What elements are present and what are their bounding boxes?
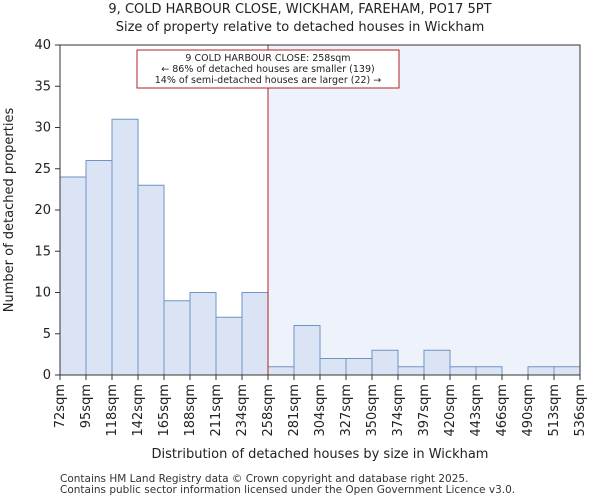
annotation-box: [136, 49, 400, 89]
x-tick-label: 374sqm: [391, 384, 406, 437]
histogram-bar: [397, 366, 425, 376]
histogram-bar: [163, 300, 191, 376]
histogram-bar: [111, 118, 139, 376]
chart-subtitle: Size of property relative to detached ho…: [115, 20, 485, 35]
shaded-region: [268, 45, 580, 375]
x-tick-label: 281sqm: [287, 384, 302, 437]
histogram-bar: [241, 292, 269, 376]
y-tick-label: 10: [34, 286, 51, 301]
x-tick-label: 72sqm: [53, 384, 68, 428]
histogram-bar: [215, 316, 243, 376]
x-tick-label: 304sqm: [313, 384, 328, 437]
y-tick-label: 30: [34, 121, 51, 136]
histogram-bar: [345, 358, 373, 376]
y-tick-label: 0: [43, 368, 51, 383]
y-tick-label: 20: [34, 203, 51, 218]
histogram-bar: [85, 160, 113, 376]
footer-line-1: Contains HM Land Registry data © Crown c…: [60, 473, 469, 485]
x-tick-label: 234sqm: [235, 384, 250, 437]
y-tick-label: 15: [34, 244, 51, 259]
x-tick-label: 258sqm: [261, 384, 276, 437]
x-tick-label: 142sqm: [131, 384, 146, 437]
histogram-bar: [423, 349, 451, 376]
x-tick-label: 211sqm: [209, 384, 224, 437]
histogram-bar: [553, 366, 581, 376]
histogram-bar: [371, 349, 399, 376]
footer-line-2: Contains public sector information licen…: [60, 484, 516, 496]
histogram-bar: [267, 366, 295, 376]
y-tick-label: 25: [34, 162, 51, 177]
histogram-bar: [189, 292, 217, 376]
y-tick-label: 40: [34, 38, 51, 53]
histogram-bar: [293, 325, 321, 376]
x-tick-label: 188sqm: [183, 384, 198, 437]
annotation-line: 14% of semi-detached houses are larger (…: [155, 75, 382, 86]
x-tick-label: 118sqm: [105, 384, 120, 437]
y-tick-label: 35: [34, 79, 51, 94]
histogram-bar: [59, 176, 87, 376]
x-tick-label: 95sqm: [79, 384, 94, 428]
x-tick-label: 466sqm: [495, 384, 510, 437]
x-axis-label: Distribution of detached houses by size …: [152, 447, 489, 462]
x-tick-label: 350sqm: [365, 384, 380, 437]
y-axis-label: Number of detached properties: [2, 108, 17, 313]
x-tick-label: 165sqm: [157, 384, 172, 437]
histogram-bar: [137, 184, 165, 376]
x-tick-label: 513sqm: [547, 384, 562, 437]
x-tick-label: 327sqm: [339, 384, 354, 437]
x-tick-label: 490sqm: [521, 384, 536, 437]
histogram-bar: [475, 366, 503, 376]
histogram-bar: [319, 358, 347, 376]
histogram-bar: [449, 366, 477, 376]
y-tick-label: 5: [43, 327, 51, 342]
x-tick-label: 536sqm: [573, 384, 588, 437]
histogram-bar: [527, 366, 555, 376]
x-tick-label: 420sqm: [443, 384, 458, 437]
x-tick-label: 443sqm: [469, 384, 484, 437]
x-tick-label: 397sqm: [417, 384, 432, 437]
annotation-line: 9 COLD HARBOUR CLOSE: 258sqm: [185, 53, 350, 64]
chart-title: 9, COLD HARBOUR CLOSE, WICKHAM, FAREHAM,…: [108, 2, 492, 17]
annotation-line: ← 86% of detached houses are smaller (13…: [161, 64, 374, 75]
